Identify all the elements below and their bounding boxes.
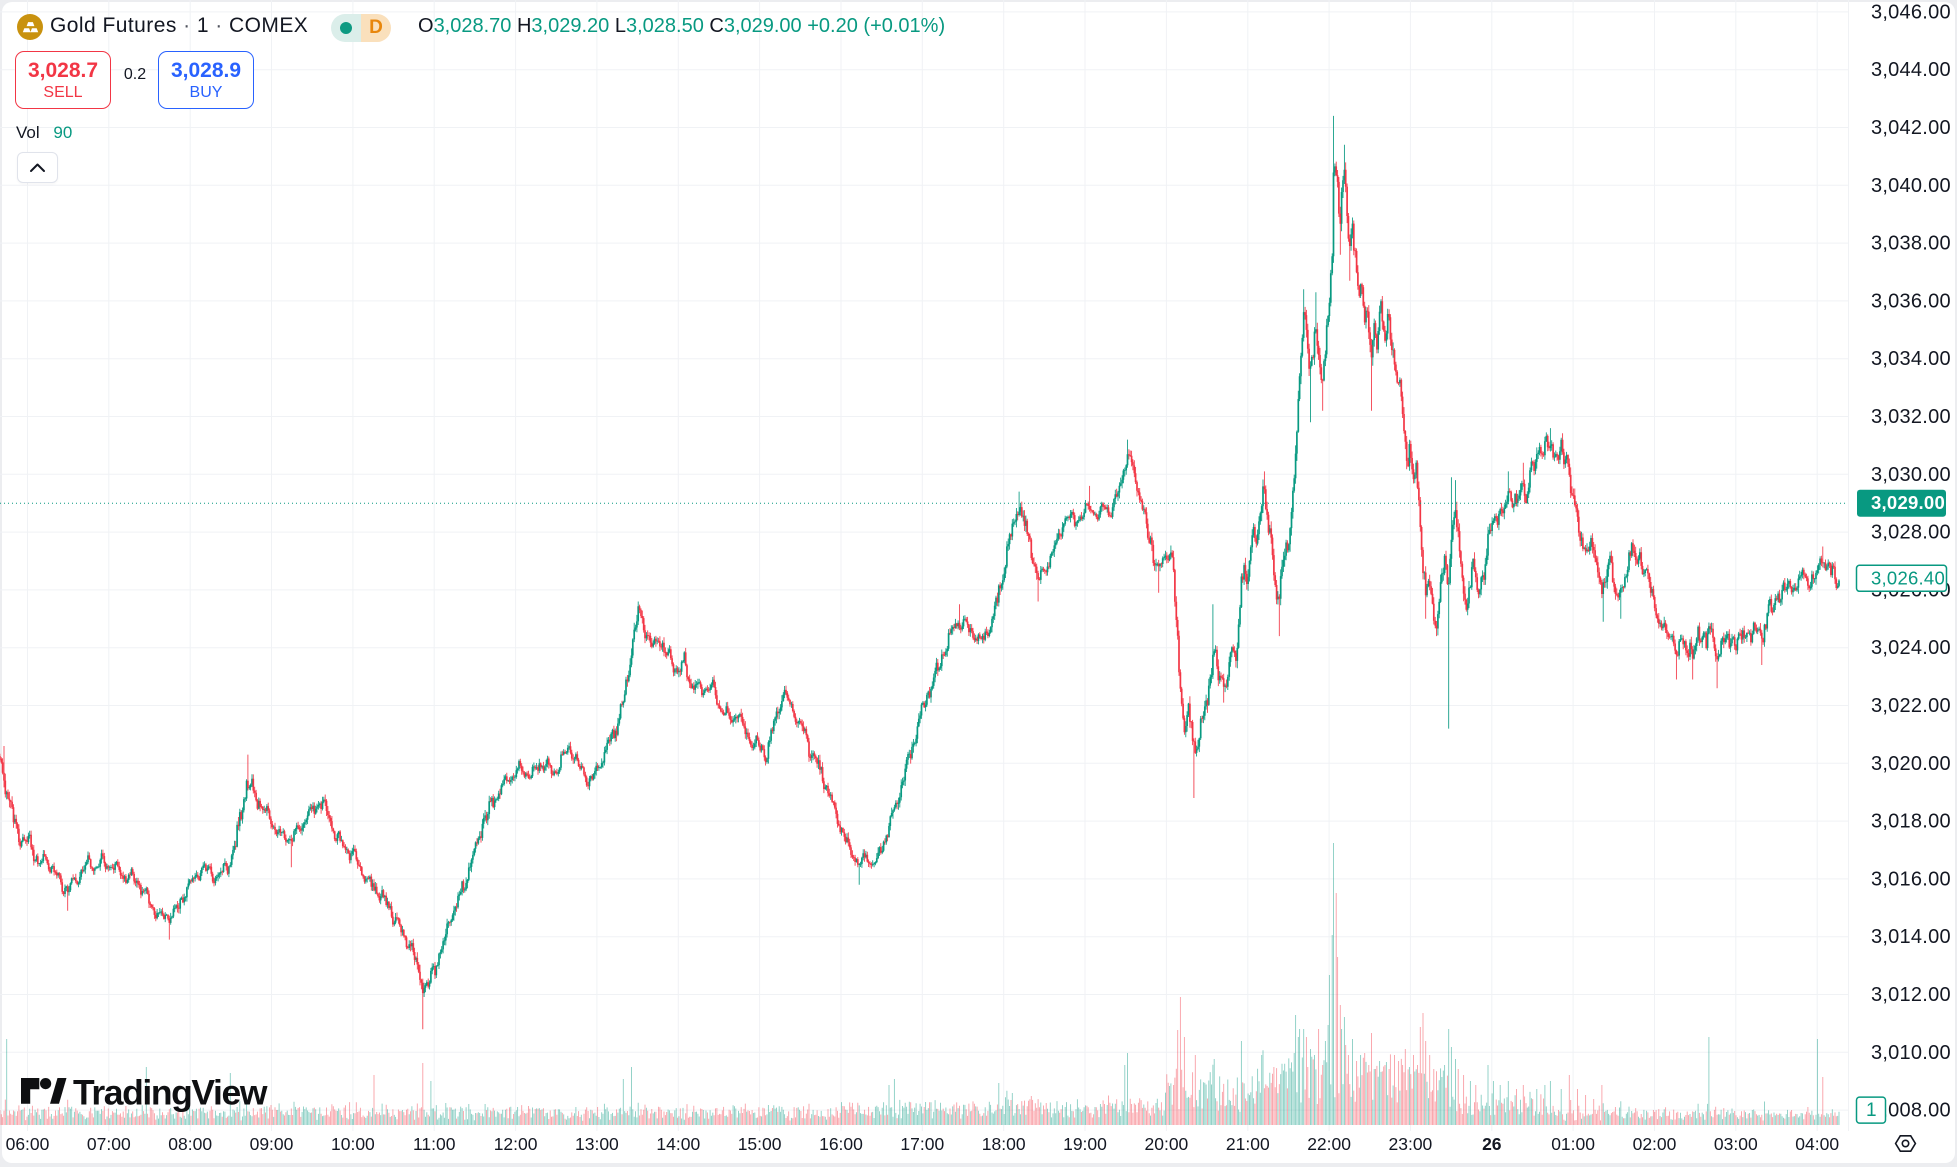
svg-text:09:00: 09:00 bbox=[250, 1134, 294, 1154]
svg-text:17:00: 17:00 bbox=[900, 1134, 944, 1154]
svg-text:18:00: 18:00 bbox=[982, 1134, 1026, 1154]
svg-text:01:00: 01:00 bbox=[1551, 1134, 1595, 1154]
svg-text:19:00: 19:00 bbox=[1063, 1134, 1107, 1154]
svg-text:3,012.00: 3,012.00 bbox=[1871, 984, 1951, 1006]
svg-text:12:00: 12:00 bbox=[494, 1134, 538, 1154]
svg-text:3,016.00: 3,016.00 bbox=[1871, 868, 1951, 890]
svg-text:3,029.00: 3,029.00 bbox=[1871, 492, 1945, 513]
svg-text:3,026.40: 3,026.40 bbox=[1871, 567, 1945, 588]
svg-text:1: 1 bbox=[1866, 1100, 1877, 1121]
svg-text:04:00: 04:00 bbox=[1795, 1134, 1839, 1154]
svg-text:3,010.00: 3,010.00 bbox=[1871, 1042, 1951, 1064]
svg-text:26: 26 bbox=[1482, 1134, 1502, 1154]
svg-text:3,022.00: 3,022.00 bbox=[1871, 695, 1951, 717]
svg-text:3,042.00: 3,042.00 bbox=[1871, 117, 1951, 139]
svg-text:08:00: 08:00 bbox=[168, 1134, 212, 1154]
svg-text:23:00: 23:00 bbox=[1389, 1134, 1433, 1154]
svg-text:06:00: 06:00 bbox=[6, 1134, 50, 1154]
svg-text:3,034.00: 3,034.00 bbox=[1871, 348, 1951, 370]
svg-text:3,024.00: 3,024.00 bbox=[1871, 637, 1951, 659]
svg-text:3,036.00: 3,036.00 bbox=[1871, 290, 1951, 312]
svg-text:3,044.00: 3,044.00 bbox=[1871, 59, 1951, 81]
svg-text:3,030.00: 3,030.00 bbox=[1871, 464, 1951, 486]
svg-text:3,040.00: 3,040.00 bbox=[1871, 175, 1951, 197]
svg-text:03:00: 03:00 bbox=[1714, 1134, 1758, 1154]
svg-text:15:00: 15:00 bbox=[738, 1134, 782, 1154]
svg-text:22:00: 22:00 bbox=[1307, 1134, 1351, 1154]
svg-text:10:00: 10:00 bbox=[331, 1134, 375, 1154]
svg-text:07:00: 07:00 bbox=[87, 1134, 131, 1154]
svg-text:3,008.00: 3,008.00 bbox=[1871, 1100, 1951, 1122]
svg-text:21:00: 21:00 bbox=[1226, 1134, 1270, 1154]
svg-text:3,020.00: 3,020.00 bbox=[1871, 753, 1951, 775]
svg-text:20:00: 20:00 bbox=[1145, 1134, 1189, 1154]
svg-text:3,038.00: 3,038.00 bbox=[1871, 233, 1951, 255]
svg-text:16:00: 16:00 bbox=[819, 1134, 863, 1154]
svg-text:13:00: 13:00 bbox=[575, 1134, 619, 1154]
svg-text:02:00: 02:00 bbox=[1633, 1134, 1677, 1154]
svg-text:3,018.00: 3,018.00 bbox=[1871, 811, 1951, 833]
svg-text:3,028.00: 3,028.00 bbox=[1871, 522, 1951, 544]
svg-text:TradingView: TradingView bbox=[73, 1073, 268, 1113]
svg-text:14:00: 14:00 bbox=[656, 1134, 700, 1154]
svg-text:3,046.00: 3,046.00 bbox=[1871, 1, 1951, 23]
svg-text:3,032.00: 3,032.00 bbox=[1871, 406, 1951, 428]
svg-text:11:00: 11:00 bbox=[413, 1134, 456, 1154]
svg-text:3,014.00: 3,014.00 bbox=[1871, 926, 1951, 948]
